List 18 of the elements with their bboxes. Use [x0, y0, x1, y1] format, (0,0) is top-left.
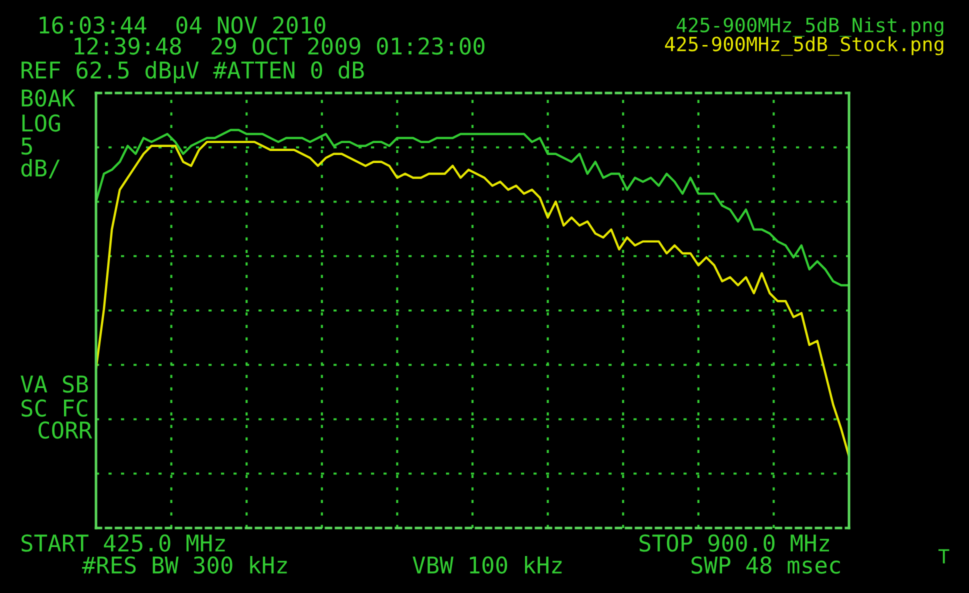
text: 425-900MHz_5dB_Nist.png: [676, 17, 944, 37]
text: VA SB: [20, 375, 88, 393]
text: SC FC: [22, 399, 88, 417]
text: SWP 48 msec: [692, 556, 840, 574]
text: START 425.0 MHz: [22, 534, 225, 552]
text: 425-900MHz_5dB_Stock.png: [665, 36, 944, 56]
text: #RES BW 300 kHz: [82, 556, 287, 574]
text: 12:39:48 29 OCT 2009 01:23:00: [74, 37, 484, 55]
text: LOG: [22, 114, 60, 132]
text: T: [938, 549, 950, 564]
text: REF 62.5 dBµV #ATTEN 0 dB: [22, 60, 364, 84]
text: VBW 100 kHz: [412, 556, 562, 574]
text: dB/: [21, 158, 60, 179]
text: STOP 900.0 MHz: [640, 534, 829, 552]
text: CORR: [38, 421, 92, 439]
text: 5: [22, 138, 32, 155]
text: 16:03:44 04 NOV 2010: [40, 16, 326, 34]
text: B0AK: [22, 89, 76, 107]
